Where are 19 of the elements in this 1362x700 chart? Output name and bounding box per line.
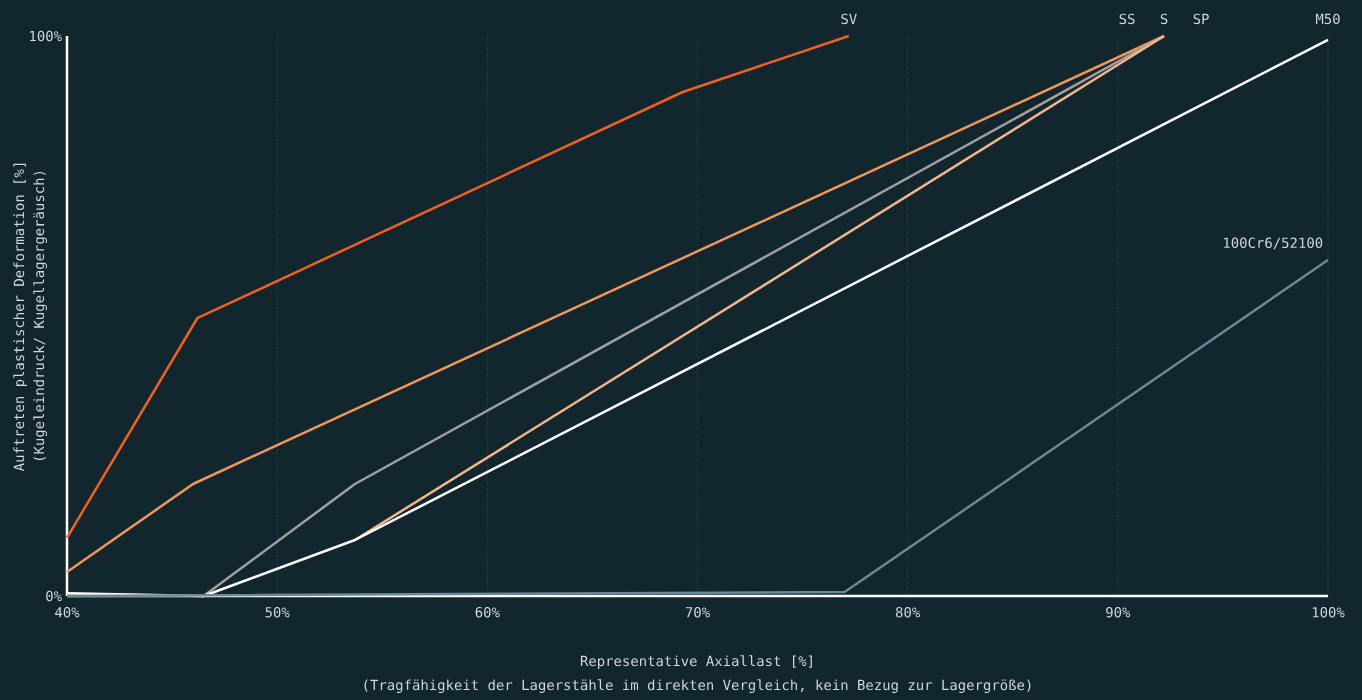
x-tick-label: 100% xyxy=(1312,606,1345,618)
x-tick-label: 90% xyxy=(1106,606,1131,618)
series-label: 100Cr6/52100 xyxy=(1224,237,1323,250)
x-tick-label: 70% xyxy=(685,606,710,618)
series-label: SS xyxy=(1119,13,1135,25)
x-tick-label: 60% xyxy=(475,606,500,618)
x-tick-label: 40% xyxy=(55,606,80,618)
x-tick-label: 80% xyxy=(895,606,921,618)
y-tick-label: 0% xyxy=(46,590,62,602)
text: SP xyxy=(1193,13,1209,25)
line-series xyxy=(65,34,851,540)
text: (Kugeleindruck/ Kugellagergeräusch) xyxy=(33,171,47,461)
series-label: SV xyxy=(841,13,857,25)
text: (Tragfähigkeit der Lagerstähle im direkten Vergleich, kein Bezug zur Lagergröße) xyxy=(364,679,1031,693)
x-axis-title: Representative Axiallast [%] xyxy=(580,655,812,669)
series-label: S xyxy=(1160,13,1168,25)
series-label: M50 xyxy=(1315,13,1340,25)
x-tick-label: 50% xyxy=(265,606,290,618)
y-axis-title: Auftreten plastischer Deformation [%] xyxy=(13,163,27,472)
